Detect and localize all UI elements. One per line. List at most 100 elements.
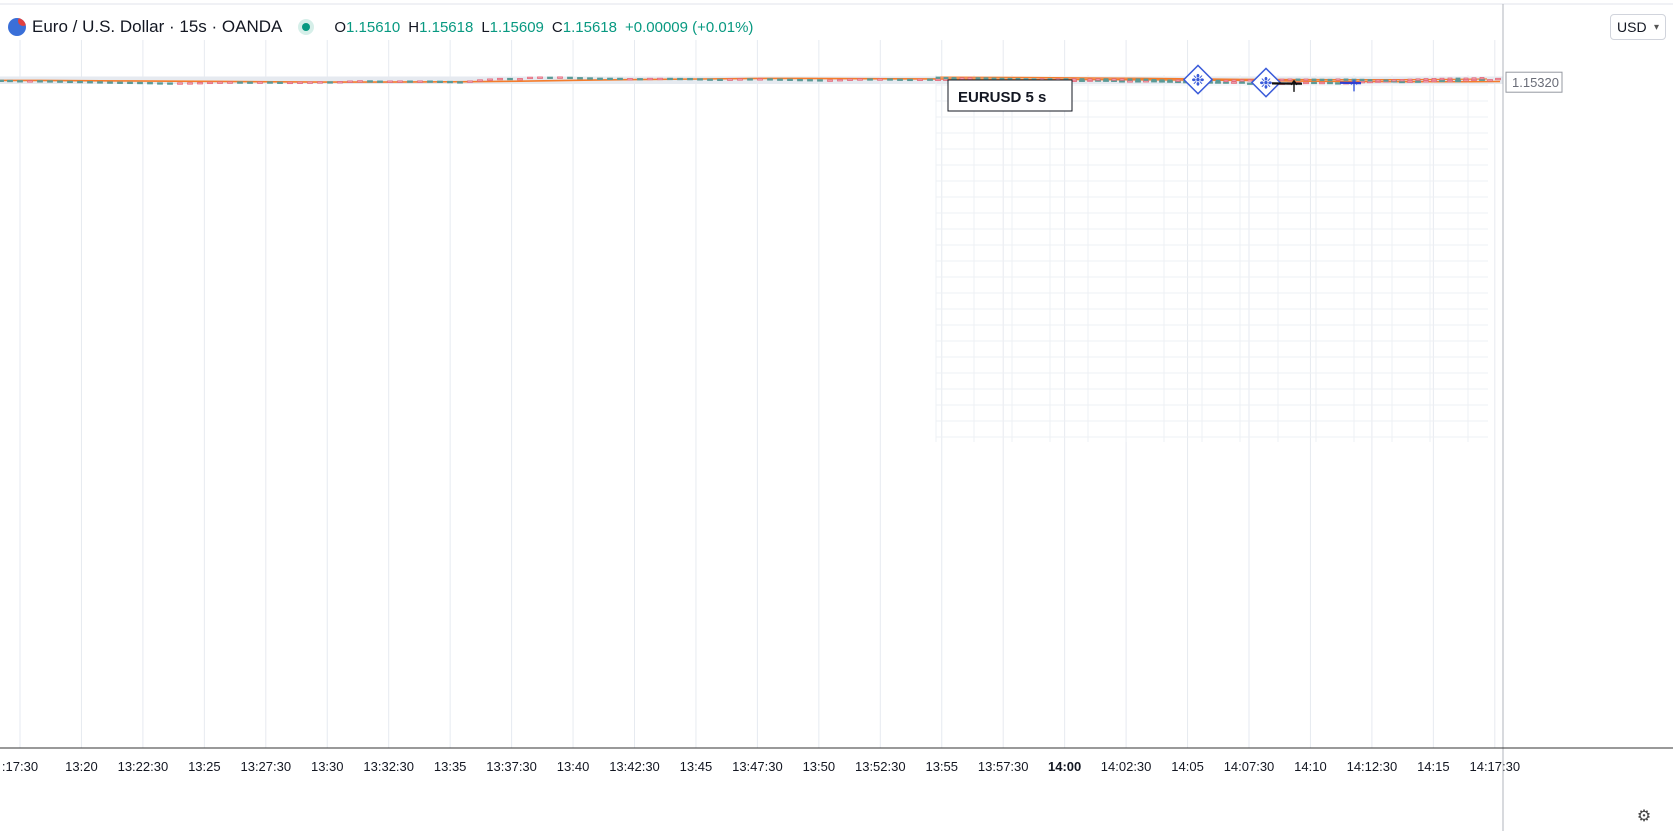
- overlay-label-text: EURUSD 5 s: [958, 89, 1046, 106]
- candle-body: [267, 81, 273, 84]
- candle-body: [867, 78, 873, 81]
- candle-body: [797, 78, 803, 82]
- candle-body: [287, 81, 293, 85]
- candle-body: [327, 81, 333, 84]
- candle-body: [677, 77, 683, 81]
- candle-body: [517, 78, 523, 81]
- candle-body: [1327, 78, 1333, 82]
- candle-body: [537, 76, 543, 79]
- time-tick-label: 13:57:30: [978, 759, 1029, 774]
- candle-body: [437, 80, 443, 83]
- candle-body: [1407, 80, 1413, 83]
- settings-icon[interactable]: ⚙: [1636, 808, 1652, 825]
- candle-body: [227, 81, 233, 84]
- candle-body: [467, 80, 473, 83]
- candle-body: [407, 80, 413, 83]
- candle-body: [1439, 79, 1445, 83]
- candle-body: [1431, 79, 1437, 83]
- candle-body: [847, 78, 853, 81]
- candle-body: [687, 77, 693, 81]
- candle-body: [167, 82, 173, 85]
- candle-body: [1295, 78, 1301, 81]
- currency-select[interactable]: USD ▾: [1610, 14, 1666, 40]
- candle-body: [7, 79, 13, 83]
- candle-body: [277, 81, 283, 84]
- candle-body: [1231, 81, 1237, 84]
- candle-body: [247, 81, 253, 84]
- candle-body: [717, 78, 723, 81]
- candle-body: [1399, 80, 1405, 84]
- candle-body: [1471, 77, 1477, 80]
- candle-body: [1151, 79, 1157, 82]
- candle-body: [557, 76, 563, 79]
- candle-body: [17, 80, 23, 83]
- candle-body: [1423, 78, 1429, 81]
- close-label: C: [551, 18, 563, 36]
- chart-axes: 1.154801.154601.154401.154201.154001.153…: [0, 4, 1673, 831]
- candle-body: [747, 78, 753, 81]
- candle-body: [935, 76, 941, 79]
- high-label: H: [408, 18, 420, 36]
- candle-body: [417, 80, 423, 83]
- candle-body: [217, 81, 223, 84]
- candle-body: [1087, 78, 1093, 81]
- time-tick-label: 13:25: [188, 759, 221, 774]
- candle-body: [999, 77, 1005, 81]
- candle-body: [127, 81, 133, 85]
- time-tick-label: 14:10: [1294, 759, 1327, 774]
- candle-body: [617, 77, 623, 81]
- candle-body: [1239, 81, 1245, 84]
- candle-body: [37, 80, 43, 83]
- candle-body: [1127, 78, 1133, 81]
- candle-body: [427, 80, 433, 83]
- candle-body: [487, 78, 493, 81]
- star-marker-glyph: ❉: [1259, 74, 1272, 93]
- overlay-grid: [935, 75, 1488, 442]
- candle-body: [1479, 77, 1485, 80]
- time-tick-label: 13:45: [680, 759, 713, 774]
- candle-body: [1399, 79, 1405, 82]
- candle-body: [1375, 79, 1381, 82]
- time-tick-label: :17:30: [2, 759, 38, 774]
- candle-body: [477, 79, 483, 82]
- candle-body: [567, 76, 573, 80]
- candle-body: [97, 81, 103, 84]
- candle-body: [207, 81, 213, 85]
- candle-body: [983, 77, 989, 80]
- candle-body: [1223, 81, 1229, 84]
- candle-body: [387, 80, 393, 83]
- time-tick-label: 13:22:30: [118, 759, 169, 774]
- candle-body: [347, 80, 353, 83]
- candle-body: [237, 81, 243, 84]
- candle-body: [1175, 79, 1181, 82]
- candle-body: [1463, 77, 1469, 80]
- candle-body: [197, 82, 203, 85]
- symbol-title[interactable]: Euro / U.S. Dollar · 15s · OANDA: [32, 17, 283, 36]
- open-value: 1.15610: [346, 18, 401, 36]
- candle-body: [697, 78, 703, 81]
- candle-body: [457, 81, 463, 84]
- candle-body: [1447, 77, 1453, 80]
- candle-body: [67, 80, 73, 84]
- candle-body: [647, 77, 653, 81]
- candle-body: [1367, 80, 1373, 84]
- candle-body: [547, 76, 553, 79]
- candle-body: [1071, 78, 1077, 81]
- candle-body: [787, 78, 793, 81]
- overlay-label-box: [947, 79, 1073, 112]
- open-label: O: [334, 18, 347, 36]
- time-tick-label: 13:32:30: [363, 759, 414, 774]
- candle-body: [1335, 78, 1341, 81]
- candle-body: [1223, 79, 1229, 83]
- candle-body: [757, 78, 763, 81]
- candle-body: [667, 77, 673, 81]
- candle-body: [877, 78, 883, 81]
- candle-body: [397, 80, 403, 83]
- time-tick-label: 13:37:30: [486, 759, 537, 774]
- candle-body: [1287, 78, 1293, 81]
- candle-body: [1439, 77, 1445, 81]
- chart-grid: [0, 3, 1673, 748]
- candle-body: [951, 77, 957, 80]
- arrow-up-marker: [1290, 79, 1298, 92]
